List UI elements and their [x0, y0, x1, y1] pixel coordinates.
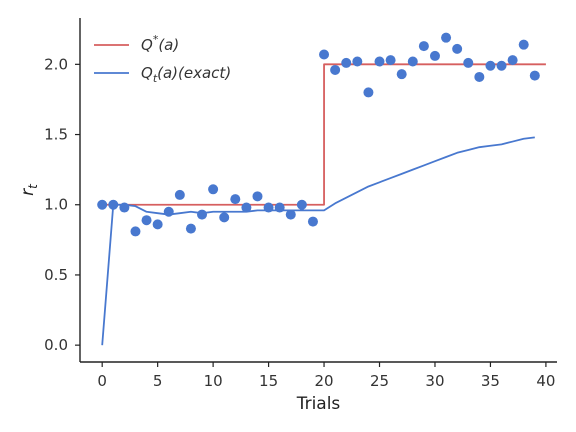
scatter-point: [441, 32, 452, 43]
scatter-point: [474, 71, 485, 82]
scatter-point: [141, 215, 152, 226]
scatter-point: [363, 87, 374, 98]
scatter-point: [152, 219, 163, 230]
scatter-point: [319, 49, 330, 60]
scatter-point: [263, 202, 274, 213]
scatter-point: [463, 57, 474, 68]
estimate-line: [101, 136, 535, 346]
scatter-point: [485, 60, 496, 71]
legend-label-rest: (a)(exact): [157, 64, 231, 82]
scatter-point: [285, 209, 296, 220]
scatter-point: [296, 199, 307, 210]
scatter-point: [219, 212, 230, 223]
scatter-point: [518, 39, 529, 50]
scatter-point: [185, 223, 196, 234]
scatter-point: [330, 64, 341, 75]
true-value-step-line: [102, 63, 546, 206]
legend-label-main: Q: [141, 36, 153, 54]
scatter-point: [407, 56, 418, 67]
x-tick-label: 10: [204, 372, 223, 390]
scatter-point: [163, 206, 174, 217]
y-axis-label: rt: [18, 183, 40, 196]
scatter-point: [119, 202, 130, 213]
scatter-point: [507, 55, 518, 66]
y-tick-label: 0.0: [44, 336, 68, 354]
legend-label-2: Qt(a)(exact): [141, 64, 231, 85]
y-tick-label: 0.5: [44, 266, 68, 284]
y-axis-label-sub: t: [26, 183, 40, 189]
scatter-point: [452, 43, 463, 54]
scatter-point: [208, 184, 219, 195]
x-tick-label: 30: [425, 372, 444, 390]
scatter-point: [108, 199, 119, 210]
scatter-point: [352, 56, 363, 67]
legend-label-1: Q*(a): [141, 33, 179, 54]
scatter-point: [429, 50, 440, 61]
scatter-point: [374, 56, 385, 67]
legend-label-rest: (a): [158, 36, 179, 54]
x-axis-label: Trials: [296, 394, 341, 414]
scatter-series: [97, 32, 540, 237]
scatter-point: [418, 41, 429, 52]
scatter-point: [230, 194, 241, 205]
scatter-point: [274, 202, 285, 213]
axes: [79, 18, 557, 363]
y-tick-label: 1.0: [44, 196, 68, 214]
x-tick-label: 20: [314, 372, 333, 390]
legend-label-sup: *: [153, 33, 159, 46]
scatter-point: [97, 199, 108, 210]
x-tick-label: 0: [97, 372, 107, 390]
scatter-point: [307, 216, 318, 227]
legend-label-main: Q: [141, 64, 153, 82]
legend-label-sub: t: [153, 72, 158, 85]
scatter-point: [396, 69, 407, 80]
x-tick-label: 25: [370, 372, 389, 390]
plot-area: [97, 32, 546, 346]
x-tick-label: 5: [153, 372, 163, 390]
scatter-point: [241, 202, 252, 213]
scatter-point: [252, 191, 263, 202]
scatter-point: [174, 189, 185, 200]
scatter-point: [385, 55, 396, 66]
scatter-point: [197, 209, 208, 220]
x-ticks: 0 5 10 15 20 25 30 35 40: [97, 362, 555, 390]
x-tick-label: 40: [536, 372, 555, 390]
y-axis-label-main: r: [18, 188, 38, 196]
y-tick-label: 2.0: [44, 55, 68, 73]
x-tick-label: 15: [259, 372, 278, 390]
scatter-point: [341, 57, 352, 68]
legend: Q*(a)Qt(a)(exact): [94, 33, 231, 85]
scatter-point: [496, 60, 507, 71]
scatter-point: [529, 70, 540, 81]
x-tick-label: 35: [481, 372, 500, 390]
y-ticks: 0.0 0.5 1.0 1.5 2.0: [44, 55, 80, 354]
scatter-point: [130, 226, 141, 237]
y-tick-label: 1.5: [44, 126, 68, 144]
